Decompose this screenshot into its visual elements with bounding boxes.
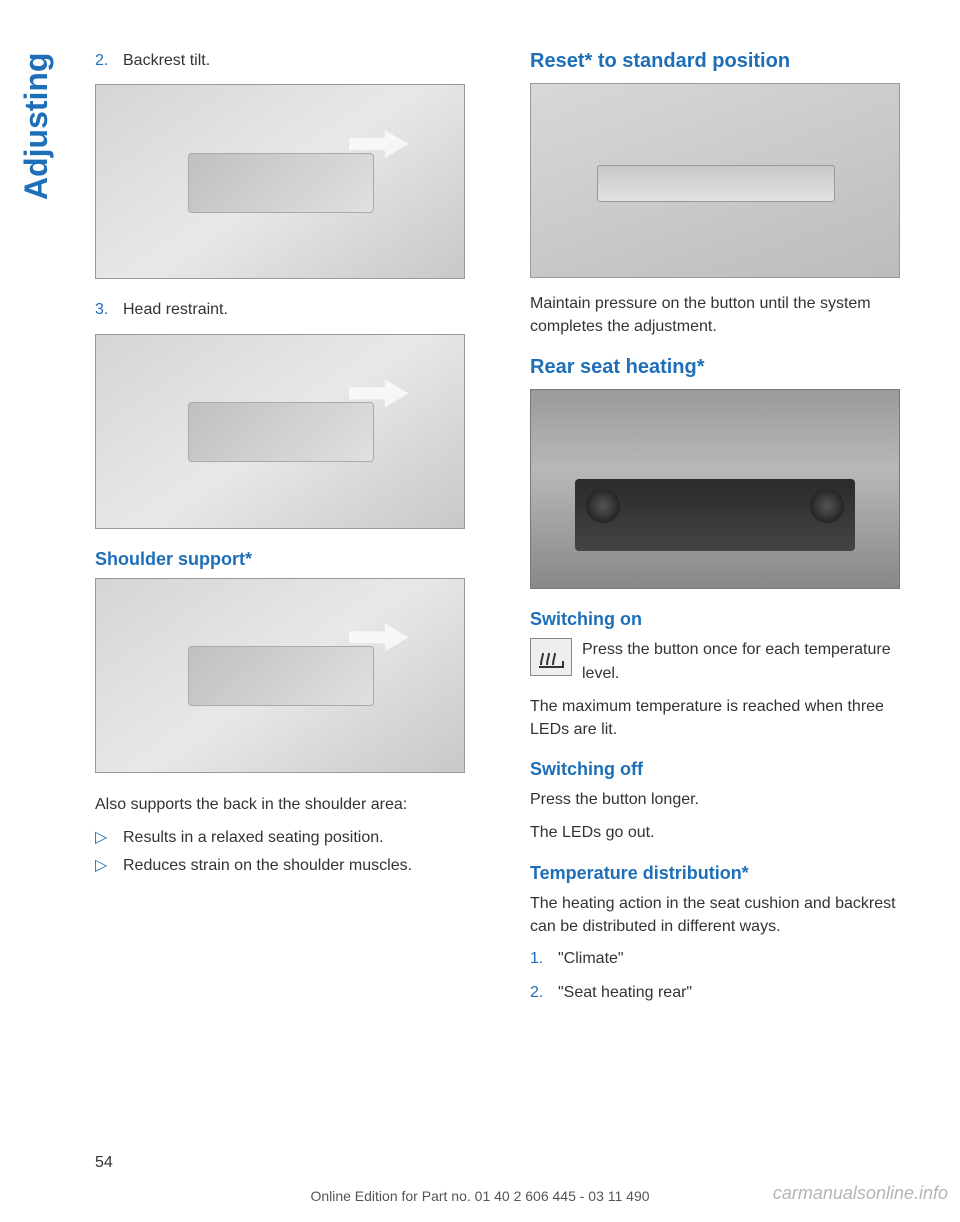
list-item-3: 3. Head restraint.	[95, 299, 490, 321]
switching-on-text-2: The maximum temperature is reached when …	[530, 695, 925, 741]
icon-text-row: Press the button once for each temperatu…	[530, 638, 925, 684]
reset-text: Maintain pressure on the button until th…	[530, 292, 925, 338]
temp-dist-text: The heating action in the seat cushion a…	[530, 892, 925, 938]
page-content: 2. Backrest tilt. 3. Head restraint. Sho…	[95, 50, 925, 1017]
shoulder-intro-text: Also supports the back in the shoulder a…	[95, 793, 490, 816]
bullet-text: Reduces strain on the shoulder muscles.	[123, 854, 412, 878]
seat-heating-icon	[530, 638, 572, 676]
heading-switching-off: Switching off	[530, 759, 925, 780]
side-section-title: Adjusting	[18, 52, 55, 200]
page-number: 54	[95, 1154, 113, 1172]
figure-backrest-tilt	[95, 84, 465, 279]
list-number: 3.	[95, 299, 123, 321]
figure-shoulder-support	[95, 578, 465, 773]
switching-off-text-1: Press the button longer.	[530, 788, 925, 811]
bullet-item: ▷ Reduces strain on the shoulder muscles…	[95, 854, 490, 878]
list-text: "Climate"	[558, 948, 624, 970]
bullet-text: Results in a relaxed seating position.	[123, 826, 384, 850]
watermark-text: carmanualsonline.info	[773, 1183, 948, 1204]
figure-rear-console	[530, 389, 900, 589]
console-knob-icon	[810, 489, 844, 523]
list-text: "Seat heating rear"	[558, 982, 692, 1004]
left-column: 2. Backrest tilt. 3. Head restraint. Sho…	[95, 50, 490, 1017]
switching-off-text-2: The LEDs go out.	[530, 821, 925, 844]
list-item-2: 2. Backrest tilt.	[95, 50, 490, 72]
bullet-marker-icon: ▷	[95, 826, 123, 850]
heading-reset: Reset* to standard position	[530, 50, 925, 73]
right-column: Reset* to standard position Maintain pre…	[530, 50, 925, 1017]
heading-temperature-distribution: Temperature distribution*	[530, 863, 925, 884]
list-item-seat-heating-rear: 2. "Seat heating rear"	[530, 982, 925, 1004]
heading-rear-seat-heating: Rear seat heating*	[530, 356, 925, 379]
figure-head-restraint	[95, 334, 465, 529]
heading-switching-on: Switching on	[530, 609, 925, 630]
list-number: 1.	[530, 948, 558, 970]
heading-shoulder-support: Shoulder support*	[95, 549, 490, 570]
list-number: 2.	[95, 50, 123, 72]
switching-on-text: Press the button once for each temperatu…	[582, 638, 925, 684]
bullet-item: ▷ Results in a relaxed seating position.	[95, 826, 490, 850]
list-text: Head restraint.	[123, 299, 228, 321]
figure-reset-panel	[530, 83, 900, 278]
list-item-climate: 1. "Climate"	[530, 948, 925, 970]
list-number: 2.	[530, 982, 558, 1004]
bullet-marker-icon: ▷	[95, 854, 123, 878]
list-text: Backrest tilt.	[123, 50, 210, 72]
